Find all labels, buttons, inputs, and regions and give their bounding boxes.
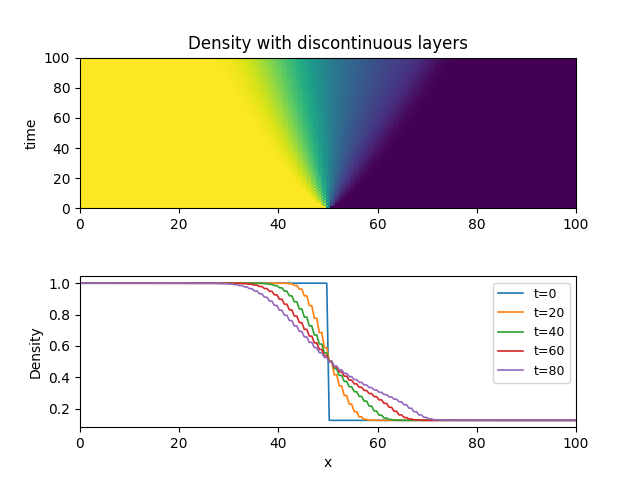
Line: t=60: t=60 <box>80 283 576 420</box>
t=40 <box>572 418 580 423</box>
Line: t=0: t=0 <box>80 283 576 420</box>
Line: t=40: t=40 <box>80 283 576 420</box>
X-axis label: x: x <box>324 456 332 470</box>
t=80 <box>572 418 580 423</box>
t=80 <box>168 280 176 286</box>
t=80 <box>96 280 104 286</box>
t=20 <box>532 418 540 423</box>
Y-axis label: Density: Density <box>29 325 43 378</box>
t=40 <box>550 418 557 423</box>
t=20 <box>550 418 557 423</box>
t=0 <box>208 280 216 286</box>
t=40 <box>425 418 433 423</box>
t=60 <box>76 280 84 286</box>
t=0 <box>325 418 333 423</box>
t=40 <box>106 280 114 286</box>
t=0 <box>106 280 114 286</box>
t=40 <box>532 418 540 423</box>
t=40 <box>208 280 216 286</box>
Line: t=20: t=20 <box>80 283 576 420</box>
t=60 <box>106 280 114 286</box>
t=0 <box>96 280 104 286</box>
t=40 <box>168 280 176 286</box>
t=0 <box>572 418 580 423</box>
t=80 <box>520 418 527 423</box>
t=0 <box>76 280 84 286</box>
t=20 <box>106 280 114 286</box>
t=0 <box>532 418 540 423</box>
t=60 <box>168 280 176 286</box>
t=40 <box>96 280 104 286</box>
t=20 <box>208 280 216 286</box>
Line: t=80: t=80 <box>80 283 576 420</box>
t=20 <box>76 280 84 286</box>
t=60 <box>475 418 483 423</box>
Y-axis label: time: time <box>24 117 38 149</box>
t=60 <box>208 280 216 286</box>
t=80 <box>532 418 540 423</box>
t=20 <box>375 418 383 423</box>
t=20 <box>96 280 104 286</box>
t=80 <box>208 280 216 286</box>
t=60 <box>572 418 580 423</box>
t=60 <box>550 418 557 423</box>
t=80 <box>106 280 114 286</box>
Legend: t=0, t=20, t=40, t=60, t=80: t=0, t=20, t=40, t=60, t=80 <box>493 283 570 383</box>
t=20 <box>168 280 176 286</box>
t=40 <box>76 280 84 286</box>
t=0 <box>168 280 176 286</box>
t=80 <box>76 280 84 286</box>
t=0 <box>550 418 557 423</box>
t=80 <box>550 418 557 423</box>
Title: Density with discontinuous layers: Density with discontinuous layers <box>188 35 468 53</box>
t=60 <box>532 418 540 423</box>
t=20 <box>572 418 580 423</box>
t=60 <box>96 280 104 286</box>
